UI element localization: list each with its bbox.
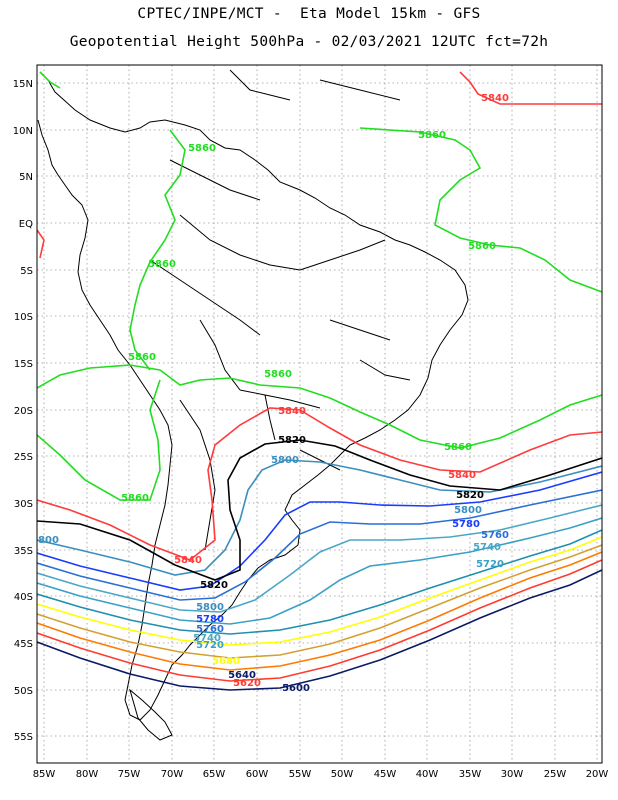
lat-label: 25S bbox=[14, 452, 33, 463]
lat-label: 15S bbox=[14, 359, 33, 370]
lon-label: 25W bbox=[544, 769, 567, 780]
lat-label: EQ bbox=[19, 219, 33, 230]
contour-label-5800: 5800 bbox=[271, 455, 299, 466]
lon-label: 80W bbox=[76, 769, 99, 780]
contour-label-5840: 5840 bbox=[448, 470, 476, 481]
country-borders bbox=[149, 159, 411, 551]
contour-5780 bbox=[37, 471, 602, 591]
lon-label: 30W bbox=[501, 769, 524, 780]
contour-label-5740: 5740 bbox=[473, 542, 501, 553]
contour-labels: 5840 5860 5860 5860 5860 5860 5860 5860 5860 5840… bbox=[31, 93, 509, 694]
contour-label-5860: 5860 bbox=[444, 442, 472, 453]
lat-label: 10N bbox=[13, 126, 33, 137]
contour-label-5860: 5860 bbox=[121, 493, 149, 504]
contour-label-5640: 5640 bbox=[228, 670, 256, 681]
lat-label: 5N bbox=[19, 172, 33, 183]
contour-5860-andes bbox=[129, 129, 186, 371]
lon-label: 65W bbox=[203, 769, 226, 780]
lat-label: 50S bbox=[14, 686, 33, 697]
lat-label: 15N bbox=[13, 79, 33, 90]
lat-label: 30S bbox=[14, 499, 33, 510]
lon-label: 60W bbox=[246, 769, 269, 780]
contour-label-5760: 5760 bbox=[196, 624, 224, 635]
contour-label-5760: 5760 bbox=[481, 530, 509, 541]
lon-label: 50W bbox=[331, 769, 354, 780]
lon-label: 20W bbox=[586, 769, 609, 780]
contour-label-5800: 5800 bbox=[31, 535, 59, 546]
lon-label: 55W bbox=[289, 769, 312, 780]
lat-label: 45S bbox=[14, 639, 33, 650]
contour-5680 bbox=[37, 536, 602, 646]
contour-5800 bbox=[37, 459, 602, 576]
contour-label-5800: 5800 bbox=[454, 505, 482, 516]
lat-label: 5S bbox=[20, 266, 33, 277]
contour-label-5740: 5740 bbox=[193, 633, 221, 644]
lon-label: 40W bbox=[416, 769, 439, 780]
contour-label-5720: 5720 bbox=[196, 640, 224, 651]
contour-label-5680: 5680 bbox=[212, 656, 240, 667]
contour-5760 bbox=[37, 489, 602, 601]
contour-label-5720: 5720 bbox=[476, 559, 504, 570]
contour-label-5860: 5860 bbox=[264, 369, 292, 380]
contour-label-5860: 5860 bbox=[188, 143, 216, 154]
contour-5860-north bbox=[39, 71, 602, 293]
map-title-line1: CPTEC/INPE/MCT - Eta Model 15km - GFS bbox=[137, 6, 481, 22]
contour-label-5620: 5620 bbox=[233, 678, 261, 689]
contour-label-5820: 5820 bbox=[278, 435, 306, 446]
lon-label: 35W bbox=[459, 769, 482, 780]
contour-5840-north bbox=[37, 71, 602, 259]
lat-label: 40S bbox=[14, 592, 33, 603]
contour-5600 bbox=[37, 569, 602, 691]
contour-5860-west bbox=[37, 379, 161, 501]
lon-label: 75W bbox=[118, 769, 141, 780]
south-america-coastline bbox=[37, 71, 469, 721]
contour-label-5840: 5840 bbox=[174, 555, 202, 566]
lat-label: 20S bbox=[14, 406, 33, 417]
lat-label: 55S bbox=[14, 732, 33, 743]
contour-label-5780: 5780 bbox=[196, 614, 224, 625]
map-title-line2: Geopotential Height 500hPa - 02/03/2021 … bbox=[69, 34, 549, 50]
contour-label-5800: 5800 bbox=[196, 602, 224, 613]
contour-5660 bbox=[37, 544, 602, 659]
contour-label-5820: 5820 bbox=[456, 490, 484, 501]
contour-5700 bbox=[37, 529, 602, 635]
lat-label: 35S bbox=[14, 546, 33, 557]
contour-label-5840: 5840 bbox=[278, 406, 306, 417]
lat-label: 10S bbox=[14, 312, 33, 323]
contour-label-5780: 5780 bbox=[452, 519, 480, 530]
coastlines bbox=[37, 69, 469, 741]
contour-5740 bbox=[37, 504, 602, 613]
contour-label-5860: 5860 bbox=[148, 259, 176, 270]
tierra-del-fuego bbox=[129, 688, 173, 741]
contour-label-5820: 5820 bbox=[200, 580, 228, 591]
contour-5860 bbox=[37, 364, 602, 449]
latitude-labels: 15N 10N 5N EQ 5S 10S 15S 20S 25S 30S 35S 40S 45S 50S 5… bbox=[13, 79, 33, 743]
caribbean-coast bbox=[229, 69, 401, 101]
contour-5840 bbox=[37, 407, 602, 561]
contour-5820 bbox=[37, 439, 602, 581]
contour-5620 bbox=[37, 559, 602, 682]
lon-label: 45W bbox=[374, 769, 397, 780]
lon-label: 85W bbox=[33, 769, 56, 780]
contour-label-5600: 5600 bbox=[282, 683, 310, 694]
geopotential-contours bbox=[37, 71, 602, 691]
longitude-labels: 85W 80W 75W 70W 65W 60W 55W 50W 45W 40W 35W 30W 25W 2… bbox=[33, 769, 609, 780]
contour-label-5840: 5840 bbox=[481, 93, 509, 104]
contour-label-5860: 5860 bbox=[468, 241, 496, 252]
contour-5640 bbox=[37, 551, 602, 671]
map-frame bbox=[36, 64, 603, 764]
contour-label-5860: 5860 bbox=[418, 130, 446, 141]
graticule bbox=[37, 65, 602, 763]
contour-label-5860: 5860 bbox=[128, 352, 156, 363]
lon-label: 70W bbox=[161, 769, 184, 780]
contour-5720 bbox=[37, 517, 602, 625]
